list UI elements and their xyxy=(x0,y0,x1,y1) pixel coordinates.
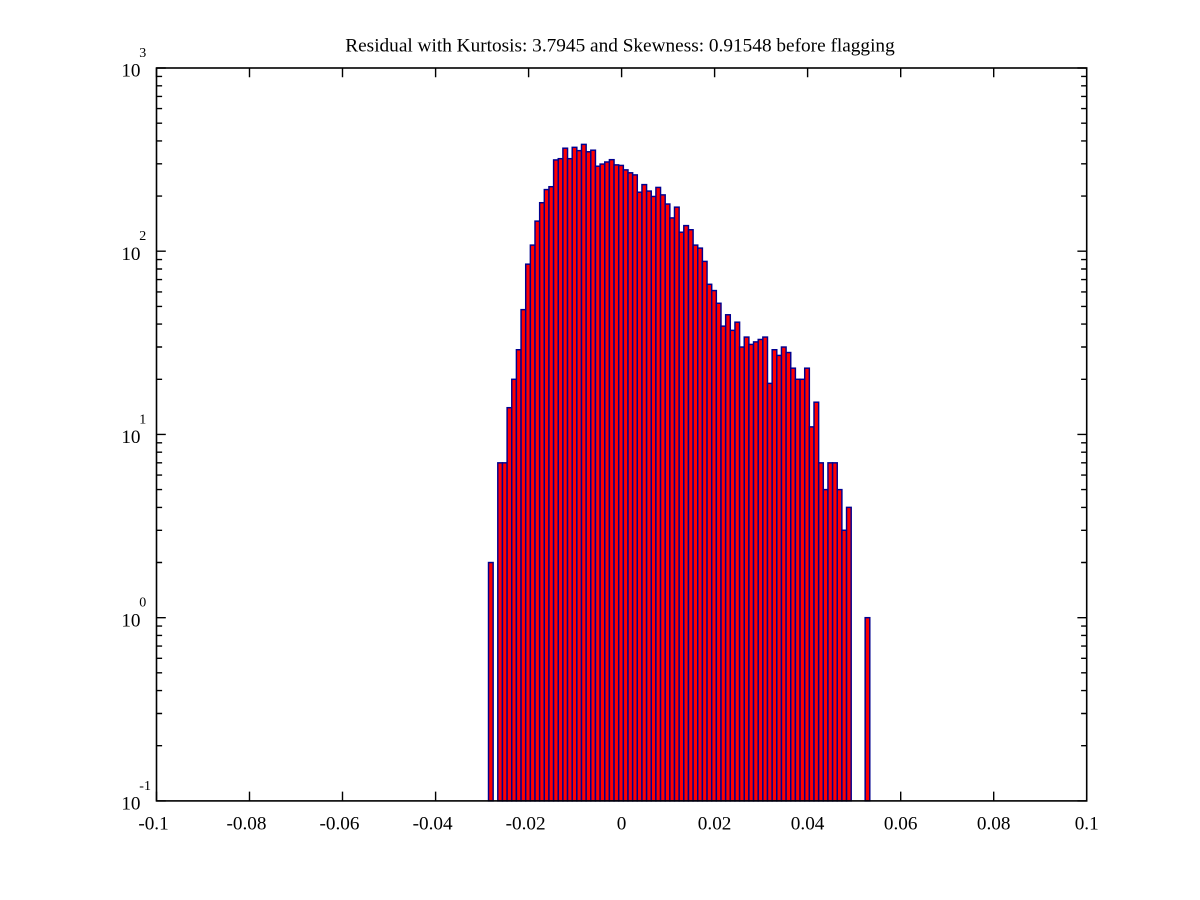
svg-text:10: 10 xyxy=(121,610,140,631)
svg-text:Residual with Kurtosis: 3.7945: Residual with Kurtosis: 3.7945 and Skewn… xyxy=(345,35,895,56)
svg-text:0.08: 0.08 xyxy=(977,814,1011,835)
svg-text:0.06: 0.06 xyxy=(884,814,918,835)
svg-text:10: 10 xyxy=(121,61,140,82)
svg-text:-0.02: -0.02 xyxy=(506,814,546,835)
svg-text:0.1: 0.1 xyxy=(1075,814,1099,835)
svg-text:-0.08: -0.08 xyxy=(227,814,267,835)
svg-text:0.04: 0.04 xyxy=(791,814,825,835)
svg-text:10: 10 xyxy=(121,244,140,265)
svg-text:-0.04: -0.04 xyxy=(413,814,453,835)
svg-text:2: 2 xyxy=(139,229,146,244)
svg-text:-1: -1 xyxy=(139,779,151,794)
svg-text:0: 0 xyxy=(617,814,627,835)
svg-text:1: 1 xyxy=(139,412,146,427)
svg-text:-0.06: -0.06 xyxy=(320,814,360,835)
svg-text:0: 0 xyxy=(139,596,146,611)
svg-text:10: 10 xyxy=(121,427,140,448)
svg-text:10: 10 xyxy=(121,794,140,815)
svg-text:-0.1: -0.1 xyxy=(138,814,168,835)
svg-text:3: 3 xyxy=(139,46,146,61)
svg-text:0.02: 0.02 xyxy=(698,814,732,835)
